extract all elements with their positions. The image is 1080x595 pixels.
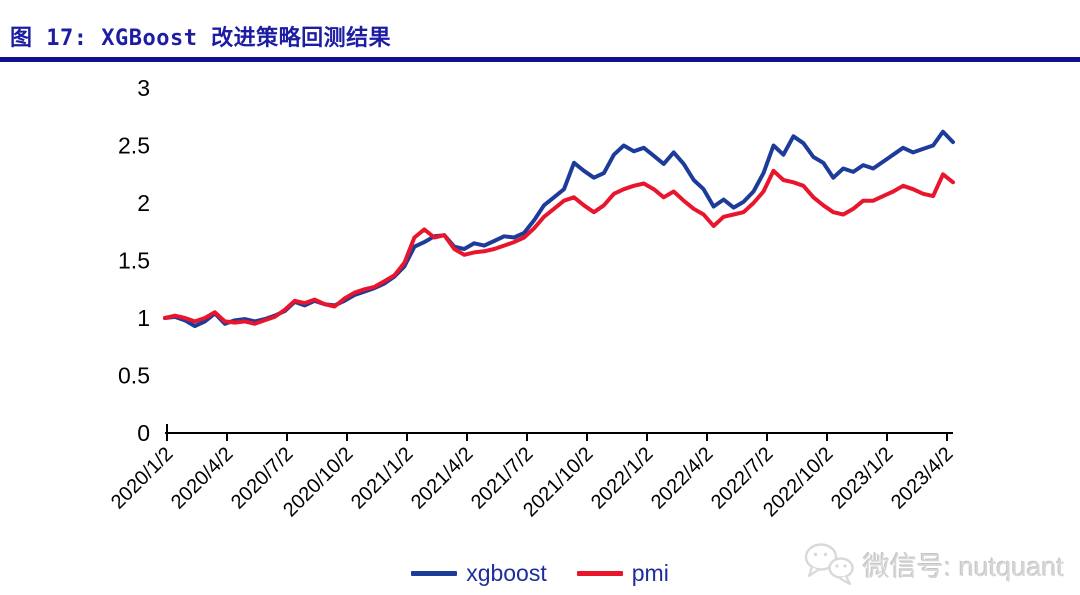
- figure-title: 图 17: XGBoost 改进策略回测结果: [10, 26, 392, 51]
- chart-legend: xgboost pmi: [0, 556, 1080, 590]
- legend-item-xgboost: xgboost: [411, 559, 547, 586]
- pmi-line-swatch: [576, 570, 623, 576]
- y-tick-label: 2: [137, 190, 150, 216]
- y-tick-label: 0: [137, 420, 150, 446]
- xgboost-line-swatch: [411, 570, 458, 576]
- wechat-icon: [804, 543, 854, 586]
- series-line-xgboost: [163, 129, 955, 329]
- y-tick-label: 1: [137, 305, 150, 331]
- y-tick-label: 3: [137, 75, 150, 101]
- x-tick-label: 2020/4/2: [167, 443, 238, 514]
- x-tick-label: 2023/1/2: [827, 443, 898, 514]
- x-tick-label: 2021/4/2: [407, 443, 478, 514]
- watermark: 微信号: nutquant: [801, 541, 1064, 587]
- x-tick-label: 2022/1/2: [587, 443, 658, 514]
- title-separator: [0, 57, 1080, 62]
- x-tick-label: 2022/4/2: [647, 443, 718, 514]
- legend-item-pmi: pmi: [576, 559, 669, 586]
- watermark-text: 微信号: nutquant: [862, 551, 1064, 582]
- y-tick-label: 1.5: [118, 248, 150, 274]
- x-tick-label: 2021/1/2: [347, 443, 418, 514]
- series-line-pmi: [163, 168, 955, 326]
- legend-label-xgboost: xgboost: [466, 559, 547, 586]
- legend-label-pmi: pmi: [631, 559, 669, 586]
- y-tick-label: 0.5: [118, 363, 150, 389]
- x-tick-label: 2023/4/2: [887, 443, 958, 514]
- x-tick-label: 2020/1/2: [107, 443, 178, 514]
- y-tick-label: 2.5: [118, 133, 150, 159]
